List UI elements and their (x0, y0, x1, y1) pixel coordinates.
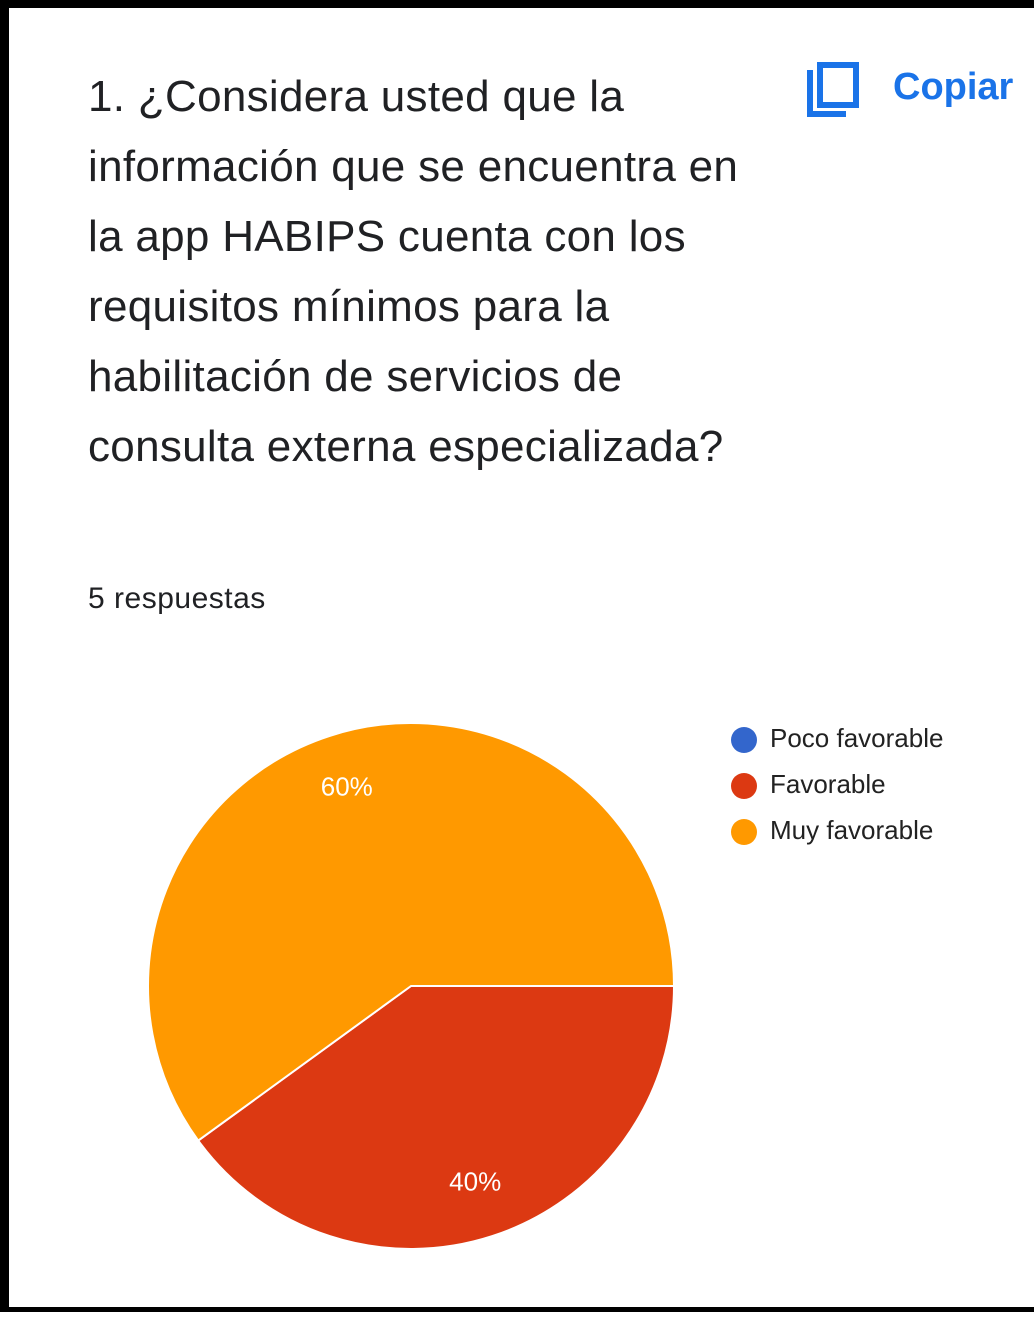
question-title: 1. ¿Considera usted que la información q… (88, 72, 739, 471)
legend-swatch (731, 819, 757, 845)
copy-icon-back (807, 70, 846, 117)
pie-slice (147, 722, 676, 1142)
copy-button[interactable]: Copiar (893, 66, 1014, 108)
pie-slice (196, 985, 676, 1250)
legend-label: Poco favorable (770, 723, 943, 753)
legend-swatch (731, 773, 757, 799)
slice-label: 40% (449, 1166, 501, 1196)
legend-swatch (731, 727, 757, 753)
legend-label: Muy favorable (770, 815, 933, 845)
copy-icon[interactable] (806, 62, 862, 118)
response-count: 5 respuestas (88, 582, 266, 615)
legend-label: Favorable (770, 769, 886, 799)
copy-icon-front (817, 62, 859, 108)
slice-label: 60% (321, 771, 373, 801)
